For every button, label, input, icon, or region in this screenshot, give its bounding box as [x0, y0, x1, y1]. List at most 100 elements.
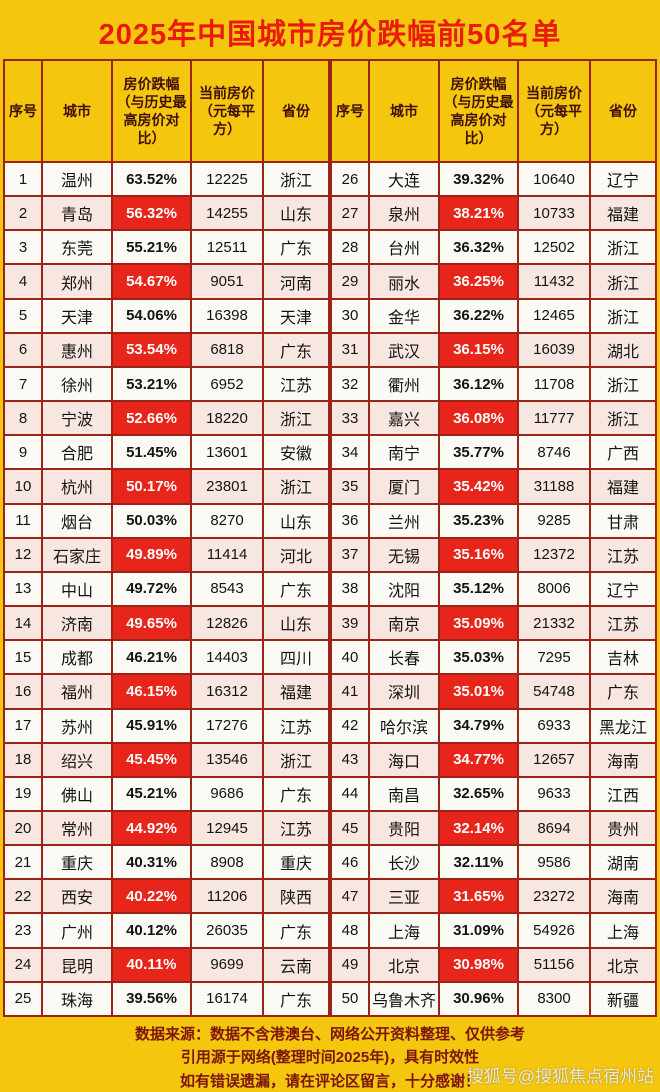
province-cell: 安徽: [262, 434, 330, 471]
rank-cell: 38: [330, 570, 370, 608]
city-cell: 中山: [41, 570, 113, 608]
city-cell: 乌鲁木齐: [368, 980, 440, 1018]
city-cell: 合肥: [41, 434, 113, 471]
price-cell: 16174: [190, 980, 264, 1018]
table-row: 49 北京 30.98% 51156 北京: [330, 946, 657, 983]
decline-cell: 45.21%: [111, 775, 192, 812]
decline-cell: 49.72%: [111, 570, 192, 608]
rank-cell: 14: [3, 605, 43, 642]
table-row: 12 石家庄 49.89% 11414 河北: [3, 536, 330, 573]
table-row: 25 珠海 39.56% 16174 广东: [3, 980, 330, 1018]
province-cell: 福建: [589, 195, 657, 232]
decline-cell: 45.45%: [111, 741, 192, 778]
city-cell: 济南: [41, 605, 113, 642]
price-cell: 12826: [190, 605, 264, 642]
rank-cell: 33: [330, 400, 370, 437]
table-row: 50 乌鲁木齐 30.96% 8300 新疆: [330, 980, 657, 1018]
price-cell: 12372: [517, 536, 591, 573]
province-cell: 海南: [589, 878, 657, 915]
table-row: 8 宁波 52.66% 18220 浙江: [3, 400, 330, 437]
rank-cell: 28: [330, 229, 370, 266]
decline-cell: 50.17%: [111, 468, 192, 505]
city-cell: 宁波: [41, 400, 113, 437]
rank-cell: 24: [3, 946, 43, 983]
page-title: 2025年中国城市房价跌幅前50名单: [98, 19, 562, 51]
rank-cell: 49: [330, 946, 370, 983]
table-row: 32 衢州 36.12% 11708 浙江: [330, 365, 657, 403]
city-cell: 丽水: [368, 263, 440, 300]
table-row: 27 泉州 38.21% 10733 福建: [330, 195, 657, 232]
ranking-table-left: 序号 城市 房价跌幅（与历史最高房价对比） 当前房价（元每平方） 省份 1 温州 63.52…: [3, 59, 330, 1018]
table-header-left: 序号 城市 房价跌幅（与历史最高房价对比） 当前房价（元每平方） 省份: [3, 59, 330, 163]
table-row: 7 徐州 53.21% 6952 江苏: [3, 365, 330, 403]
column-header-city: 城市: [368, 59, 440, 163]
province-cell: 湖北: [589, 331, 657, 368]
province-cell: 天津: [262, 297, 330, 334]
decline-cell: 49.89%: [111, 536, 192, 573]
province-cell: 浙江: [262, 468, 330, 505]
city-cell: 东莞: [41, 229, 113, 266]
rank-cell: 15: [3, 639, 43, 676]
rank-cell: 45: [330, 809, 370, 847]
price-cell: 12945: [190, 809, 264, 847]
city-cell: 厦门: [368, 468, 440, 505]
decline-cell: 40.11%: [111, 946, 192, 983]
province-cell: 湖南: [589, 844, 657, 881]
table-row: 42 哈尔滨 34.79% 6933 黑龙江: [330, 707, 657, 744]
city-cell: 南京: [368, 605, 440, 642]
table-row: 47 三亚 31.65% 23272 海南: [330, 878, 657, 915]
price-cell: 11432: [517, 263, 591, 300]
rank-cell: 46: [330, 844, 370, 881]
province-cell: 重庆: [262, 844, 330, 881]
city-cell: 长春: [368, 639, 440, 676]
city-cell: 重庆: [41, 844, 113, 881]
price-cell: 21332: [517, 605, 591, 642]
city-cell: 兰州: [368, 502, 440, 539]
price-cell: 12502: [517, 229, 591, 266]
footer-notes: 数据来源：数据不含港澳台、网络公开资料整理、仅供参考 引用源于网络(整理时间20…: [0, 1017, 660, 1092]
table-row: 43 海口 34.77% 12657 海南: [330, 741, 657, 778]
decline-cell: 49.65%: [111, 605, 192, 642]
table-body-left: 1 温州 63.52% 12225 浙江 2 青岛 56.32% 14255 山东 3 东莞 55.21…: [3, 160, 330, 1018]
table-row: 36 兰州 35.23% 9285 甘肃: [330, 502, 657, 539]
city-cell: 温州: [41, 160, 113, 198]
decline-cell: 31.09%: [438, 912, 519, 949]
table-row: 37 无锡 35.16% 12372 江苏: [330, 536, 657, 573]
rank-cell: 21: [3, 844, 43, 881]
city-cell: 杭州: [41, 468, 113, 505]
city-cell: 绍兴: [41, 741, 113, 778]
rank-cell: 19: [3, 775, 43, 812]
city-cell: 郑州: [41, 263, 113, 300]
decline-cell: 53.54%: [111, 331, 192, 368]
table-row: 30 金华 36.22% 12465 浙江: [330, 297, 657, 334]
table-row: 23 广州 40.12% 26035 广东: [3, 912, 330, 949]
decline-cell: 39.56%: [111, 980, 192, 1018]
table-row: 38 沈阳 35.12% 8006 辽宁: [330, 570, 657, 608]
decline-cell: 36.22%: [438, 297, 519, 334]
city-cell: 苏州: [41, 707, 113, 744]
price-cell: 9586: [517, 844, 591, 881]
city-cell: 长沙: [368, 844, 440, 881]
city-cell: 深圳: [368, 673, 440, 710]
rank-cell: 47: [330, 878, 370, 915]
decline-cell: 35.77%: [438, 434, 519, 471]
rank-cell: 22: [3, 878, 43, 915]
city-cell: 徐州: [41, 365, 113, 403]
province-cell: 北京: [589, 946, 657, 983]
city-cell: 哈尔滨: [368, 707, 440, 744]
table-row: 31 武汉 36.15% 16039 湖北: [330, 331, 657, 368]
decline-cell: 34.77%: [438, 741, 519, 778]
city-cell: 上海: [368, 912, 440, 949]
table-row: 10 杭州 50.17% 23801 浙江: [3, 468, 330, 505]
decline-cell: 35.12%: [438, 570, 519, 608]
table-row: 15 成都 46.21% 14403 四川: [3, 639, 330, 676]
price-cell: 11777: [517, 400, 591, 437]
rank-cell: 44: [330, 775, 370, 812]
city-cell: 南宁: [368, 434, 440, 471]
city-cell: 常州: [41, 809, 113, 847]
price-cell: 8694: [517, 809, 591, 847]
decline-cell: 44.92%: [111, 809, 192, 847]
city-cell: 武汉: [368, 331, 440, 368]
price-cell: 12657: [517, 741, 591, 778]
decline-cell: 35.03%: [438, 639, 519, 676]
